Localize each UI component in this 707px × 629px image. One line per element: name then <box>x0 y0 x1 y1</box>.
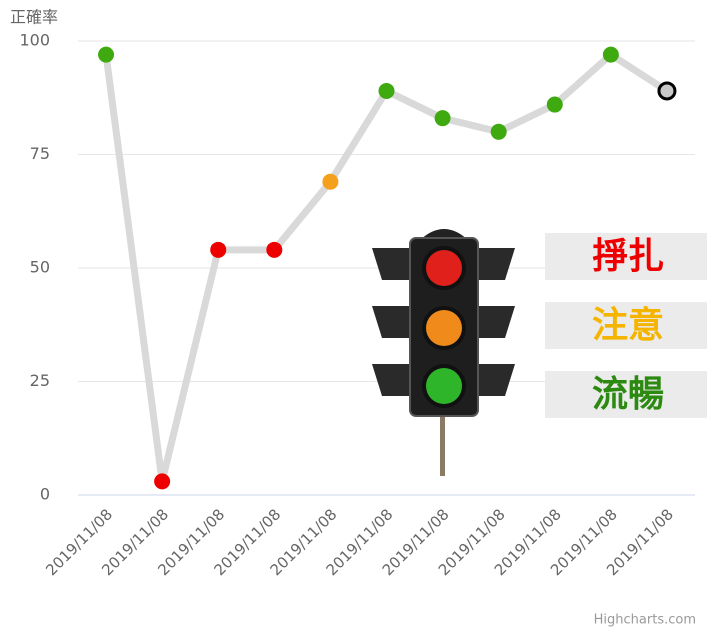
data-point <box>266 242 282 258</box>
y-tick-label: 0 <box>40 485 50 504</box>
y-axis-title: 正確率 <box>10 8 58 27</box>
y-tick-label: 25 <box>30 371 50 390</box>
data-point <box>547 97 563 113</box>
data-point <box>379 83 395 99</box>
data-point <box>491 124 507 140</box>
data-point <box>435 110 451 126</box>
data-point <box>154 473 170 489</box>
data-point <box>98 47 114 63</box>
data-point <box>210 242 226 258</box>
status-label: 流暢 <box>592 374 664 415</box>
y-tick-label: 100 <box>19 31 50 50</box>
status-label: 掙扎 <box>592 236 664 277</box>
status-label: 注意 <box>592 305 664 346</box>
page: {"chart_data": {"type": "line", "y_axis_… <box>0 0 707 629</box>
credit[interactable]: Highcharts.com <box>594 613 696 628</box>
data-point <box>603 47 619 63</box>
y-tick-label: 50 <box>30 258 50 277</box>
chart: 正確率 02550751002019/11/082019/11/082019/1… <box>0 0 707 629</box>
data-point <box>659 83 675 99</box>
y-tick-label: 75 <box>30 144 50 163</box>
data-point <box>322 174 338 190</box>
traffic-light <box>372 229 515 476</box>
